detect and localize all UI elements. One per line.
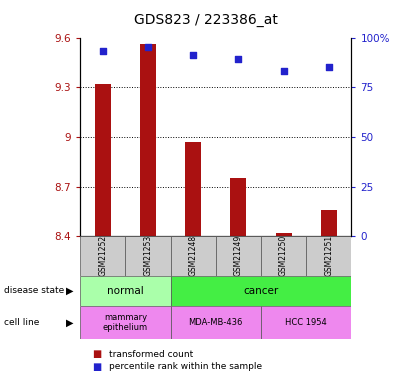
Text: GDS823 / 223386_at: GDS823 / 223386_at [134,13,277,27]
Text: percentile rank within the sample: percentile rank within the sample [109,362,262,371]
Text: disease state: disease state [4,286,65,295]
Text: cancer: cancer [243,286,279,296]
Text: cell line: cell line [4,318,39,327]
Point [99,48,106,54]
Bar [321,210,337,236]
Bar [80,236,125,276]
Bar [95,84,111,236]
Text: GSM21252: GSM21252 [98,235,107,276]
Text: transformed count: transformed count [109,350,193,359]
Text: GSM21248: GSM21248 [189,235,198,276]
Text: GSM21253: GSM21253 [143,234,152,276]
Point [326,64,332,70]
Bar [171,306,261,339]
Text: GSM21251: GSM21251 [324,235,333,276]
Bar [231,178,246,236]
Bar [80,276,171,306]
Text: mammary
epithelium: mammary epithelium [103,313,148,332]
Bar [216,236,261,276]
Text: HCC 1954: HCC 1954 [285,318,327,327]
Text: MDA-MB-436: MDA-MB-436 [189,318,243,327]
Point [145,45,151,51]
Text: ▶: ▶ [66,286,74,296]
Bar [125,236,171,276]
Text: GSM21249: GSM21249 [234,234,243,276]
Text: GSM21250: GSM21250 [279,234,288,276]
Bar [185,142,201,236]
Text: ■: ■ [92,350,102,359]
Bar [171,276,351,306]
Bar [276,233,291,236]
Text: ■: ■ [92,362,102,372]
Bar [140,44,156,236]
Bar [261,306,351,339]
Text: ▶: ▶ [66,318,74,327]
Point [280,68,287,74]
Bar [261,236,306,276]
Point [235,56,242,62]
Bar [80,306,171,339]
Bar [306,236,351,276]
Point [190,53,196,58]
Text: normal: normal [107,286,144,296]
Bar [171,236,216,276]
